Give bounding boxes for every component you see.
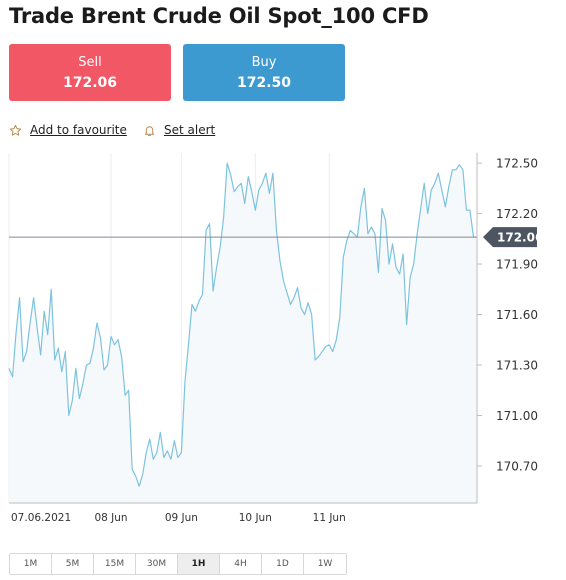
timeframe-1w[interactable]: 1W xyxy=(317,559,333,569)
price-area-fill xyxy=(9,163,477,503)
sell-label: Sell xyxy=(78,54,102,70)
x-tick-label: 11 Jun xyxy=(313,512,346,524)
y-tick-label: 171.60 xyxy=(496,308,538,322)
price-line xyxy=(8,162,477,487)
timeframe-1m[interactable]: 1M xyxy=(10,554,52,574)
y-tick-label: 172.50 xyxy=(496,157,538,171)
bell-icon xyxy=(144,125,155,136)
current-price-label: 172.06 xyxy=(497,231,543,245)
sell-button[interactable]: Sell 172.06 xyxy=(9,44,171,101)
y-tick-label: 171.90 xyxy=(496,258,538,272)
timeframe-selector: 1M 5M 15M 30M 1H 4H 1D 1W xyxy=(9,553,347,575)
y-tick-label: 171.30 xyxy=(496,359,538,373)
price-chart[interactable]: 170.70 171.00 171.30 171.60 171.90 172.20 172.… xyxy=(0,150,566,535)
star-icon xyxy=(9,124,22,136)
current-price-tag xyxy=(483,227,537,248)
set-alert-link[interactable]: Set alert xyxy=(143,123,215,137)
buy-price: 172.50 xyxy=(236,74,292,91)
timeframe-4h[interactable]: 4H xyxy=(220,554,262,574)
x-tick-label: 09 Jun xyxy=(165,512,198,524)
set-alert-label: Set alert xyxy=(164,123,216,137)
buy-label: Buy xyxy=(251,54,277,70)
y-tick-label: 172.20 xyxy=(496,207,538,221)
timeframe-1h[interactable]: 1H xyxy=(178,554,220,574)
buy-button[interactable]: Buy 172.50 xyxy=(183,44,345,101)
x-tick-label: 08 Jun xyxy=(94,512,127,524)
timeframe-30m[interactable]: 30M xyxy=(136,554,178,574)
timeframe-15m[interactable]: 15M xyxy=(94,554,136,574)
sell-price: 172.06 xyxy=(62,74,118,91)
page-title: Trade Brent Crude Oil Spot_100 CFD xyxy=(9,4,429,28)
x-tick-label: 07.06.2021 xyxy=(11,512,71,524)
timeframe-1d[interactable]: 1D xyxy=(262,554,304,574)
x-tick-label: 10 Jun xyxy=(239,512,272,524)
y-tick-label: 171.00 xyxy=(496,409,538,423)
timeframe-5m[interactable]: 5M xyxy=(52,554,94,574)
y-tick-label: 170.70 xyxy=(496,459,538,473)
add-to-favourite-link[interactable]: Add to favourite xyxy=(9,123,127,137)
add-to-favourite-label: Add to favourite xyxy=(30,123,127,137)
